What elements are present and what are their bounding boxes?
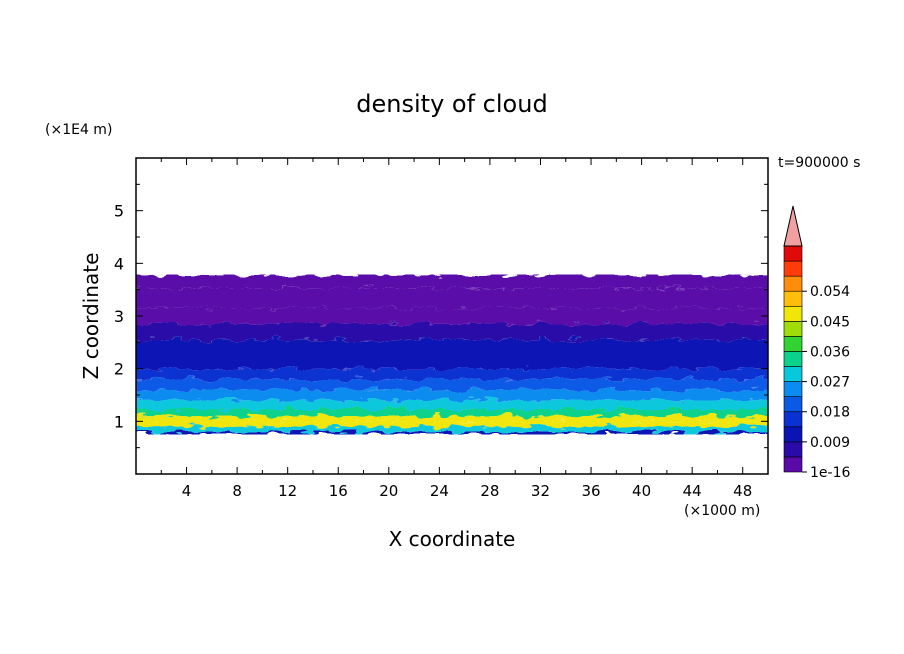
y-tick-label: 4 [114,254,124,273]
y-tick-label: 2 [114,360,124,379]
colorbar-label: 0.054 [810,284,850,300]
x-axis-label: X coordinate [389,527,516,551]
colorbar-label: 0.009 [810,435,850,451]
density-band [136,308,768,324]
density-band [136,323,768,340]
colorbar-swatch [783,290,803,307]
colorbar-swatch [783,321,803,337]
colorbar-swatch [783,245,803,262]
y-tick-label: 3 [114,307,124,326]
x-tick-label: 28 [480,482,499,500]
x-unit-label: (×1000 m) [684,503,760,519]
colorbar-swatch [783,441,803,458]
colorbar-swatch [783,351,803,367]
colorbar-swatch [783,366,803,382]
colorbar-swatch [783,426,803,443]
density-band [136,379,768,390]
x-tick-label: 16 [329,482,348,500]
y-unit-label: (×1E4 m) [45,122,112,138]
density-band [136,421,768,427]
density-band [136,389,768,401]
time-label: t=900000 s [778,155,860,171]
colorbar-label: 0.045 [810,314,850,330]
plot-area [136,274,768,435]
density-field [136,274,768,435]
colorbar-swatch [783,275,803,292]
colorbar-extend-arrow [783,205,803,247]
density-band [136,368,768,380]
chart-title: density of cloud [356,90,547,118]
x-tick-label: 20 [379,482,398,500]
density-band [136,409,768,417]
colorbar-label: 0.018 [810,405,850,421]
colorbar-swatch [783,411,803,428]
density-band [136,339,768,356]
x-tick-label: 8 [232,482,242,500]
colorbar-swatch [783,260,803,277]
colorbar-swatch [783,396,803,413]
x-axis: 4 8 12 16 20 24 28 32 36 40 44 48 [160,158,752,500]
y-axis: 1 2 3 4 5 [114,183,768,449]
x-tick-label: 48 [733,482,752,500]
density-band [136,274,768,289]
colorbar-label: 0.027 [810,375,850,391]
density-band [136,400,768,410]
colorbar-label: 1e-16 [810,465,850,481]
density-band [136,426,768,432]
colorbar-label: 0.036 [810,344,850,360]
x-tick-label: 12 [278,482,297,500]
colorbar-swatch [783,456,803,473]
colorbar-swatch [783,381,803,397]
x-tick-label: 44 [683,482,702,500]
x-tick-label: 40 [632,482,651,500]
x-tick-label: 4 [182,482,192,500]
x-tick-label: 32 [531,482,550,500]
density-band [136,355,768,369]
y-axis-label: Z coordinate [79,253,103,380]
density-band [136,431,768,435]
density-band [136,416,768,422]
y-tick-label: 1 [114,412,124,431]
y-tick-label: 5 [114,202,124,221]
density-band [136,288,768,309]
colorbar-swatch [783,336,803,352]
colorbar-swatch [783,305,803,322]
x-tick-label: 36 [581,482,600,500]
x-tick-label: 24 [430,482,449,500]
colorbar: 1e-16 0.009 0.018 0.027 0.036 0.045 0.054 [783,205,850,481]
